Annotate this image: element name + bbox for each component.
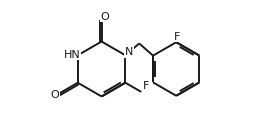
Text: O: O xyxy=(51,90,59,100)
Text: O: O xyxy=(101,12,109,22)
Text: N: N xyxy=(125,47,133,57)
Text: F: F xyxy=(143,81,150,91)
Text: HN: HN xyxy=(64,50,81,60)
Text: F: F xyxy=(174,32,180,42)
